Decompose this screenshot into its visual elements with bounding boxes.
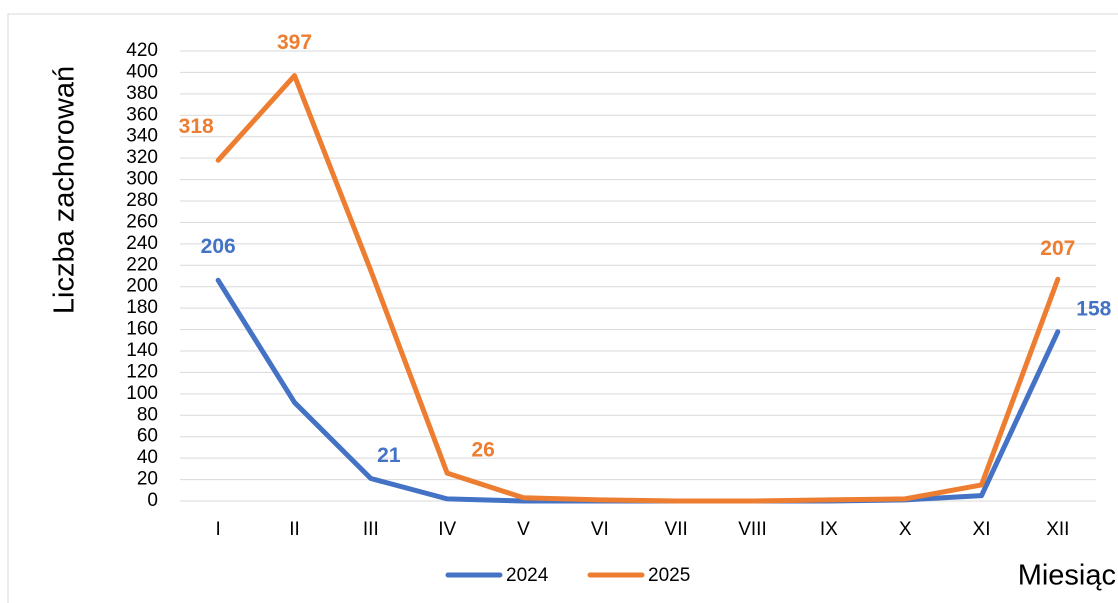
data-label: 206: [201, 235, 236, 258]
line-series: [215, 277, 1061, 504]
y-tick-label: 0: [147, 490, 158, 511]
y-tick-label: 380: [126, 83, 158, 104]
y-tick-label: 360: [126, 104, 158, 125]
y-tick-label: 260: [126, 211, 158, 232]
x-tick-label: XII: [1046, 519, 1069, 540]
legend-label: 2025: [648, 565, 690, 586]
x-axis-title: Miesiąc: [1018, 560, 1116, 592]
x-tick-label: VIII: [738, 519, 767, 540]
y-tick-label: 40: [137, 447, 158, 468]
y-tick-label: 420: [126, 40, 158, 61]
x-tick-label: II: [289, 519, 300, 540]
data-label: 26: [471, 439, 494, 462]
y-tick-label: 100: [126, 383, 158, 404]
y-tick-label: 180: [126, 297, 158, 318]
x-tick-label: VI: [591, 519, 609, 540]
data-label: 21: [377, 444, 401, 467]
x-tick-label: IV: [438, 519, 456, 540]
y-tick-label: 220: [126, 254, 158, 275]
data-label: 207: [1040, 237, 1075, 260]
y-axis-title: Liczba zachorowań: [49, 66, 81, 314]
x-tick-label: III: [363, 519, 379, 540]
x-tick-label: IX: [820, 519, 838, 540]
y-tick-label: 140: [126, 340, 158, 361]
y-tick-label: 300: [126, 169, 158, 190]
y-tick-label: 60: [137, 426, 158, 447]
y-tick-label: 20: [137, 469, 158, 490]
y-tick-label: 160: [126, 319, 158, 340]
y-tick-label: 320: [126, 147, 158, 168]
x-tick-label: VII: [665, 519, 688, 540]
x-tick-label: V: [517, 519, 530, 540]
y-tick-label: 240: [126, 233, 158, 254]
legend-label: 2024: [506, 565, 549, 586]
y-tick-label: 340: [126, 126, 158, 147]
data-label: 158: [1076, 297, 1111, 320]
y-tick-label: 280: [126, 190, 158, 211]
x-tick-label: X: [899, 519, 912, 540]
chart-border: [7, 13, 1118, 603]
x-tick-label: I: [216, 519, 221, 540]
y-tick-label: 400: [126, 61, 158, 82]
line-series: [215, 73, 1061, 504]
y-tick-label: 80: [137, 404, 158, 425]
y-tick-label: 200: [126, 276, 158, 297]
data-label: 397: [277, 31, 312, 54]
data-label: 318: [179, 115, 214, 138]
x-tick-label: XI: [973, 519, 991, 540]
y-tick-label: 120: [126, 361, 158, 382]
